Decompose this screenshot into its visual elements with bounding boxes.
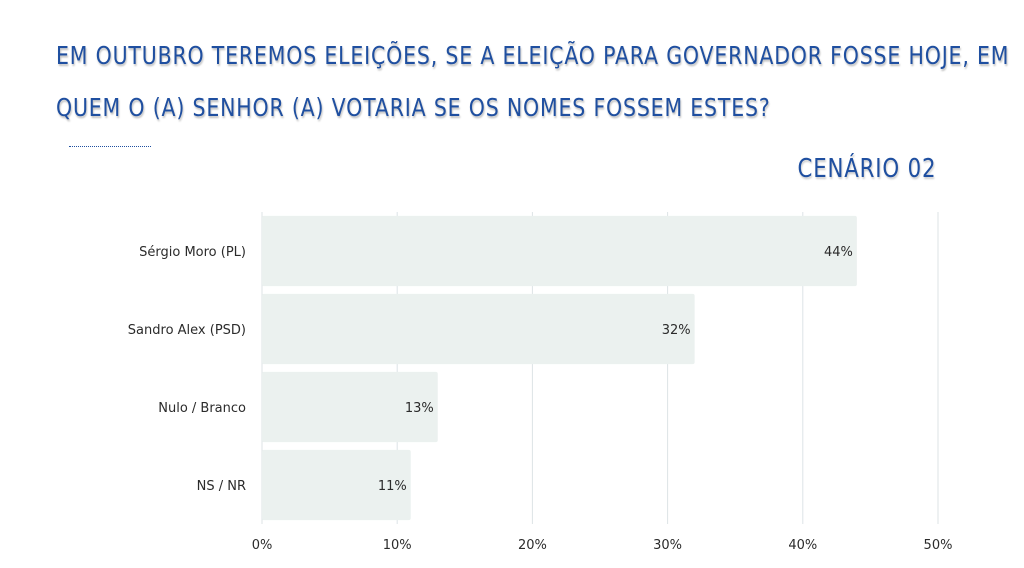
x-tick-label: 0%: [252, 538, 273, 553]
value-label: 11%: [378, 479, 407, 494]
bar: [262, 293, 695, 365]
scenario-label: CENÁRIO 02: [797, 154, 936, 184]
category-label: Sandro Alex (PSD): [128, 323, 246, 338]
title-divider: [69, 146, 151, 147]
x-tick-label: 30%: [653, 538, 682, 553]
bar: [262, 371, 438, 443]
x-tick-label: 50%: [924, 538, 953, 553]
category-label: NS / NR: [197, 479, 246, 494]
bar: [262, 215, 857, 287]
value-label: 44%: [824, 245, 853, 260]
category-label: Sérgio Moro (PL): [139, 245, 246, 260]
title-line-2: QUEM O (A) SENHOR (A) VOTARIA SE OS NOME…: [56, 93, 771, 122]
x-tick-label: 20%: [518, 538, 547, 553]
bar: [262, 449, 411, 521]
category-label: Nulo / Branco: [158, 401, 246, 416]
value-label: 32%: [662, 323, 691, 338]
x-tick-label: 10%: [383, 538, 412, 553]
x-tick-label: 40%: [788, 538, 817, 553]
value-label: 13%: [405, 401, 434, 416]
